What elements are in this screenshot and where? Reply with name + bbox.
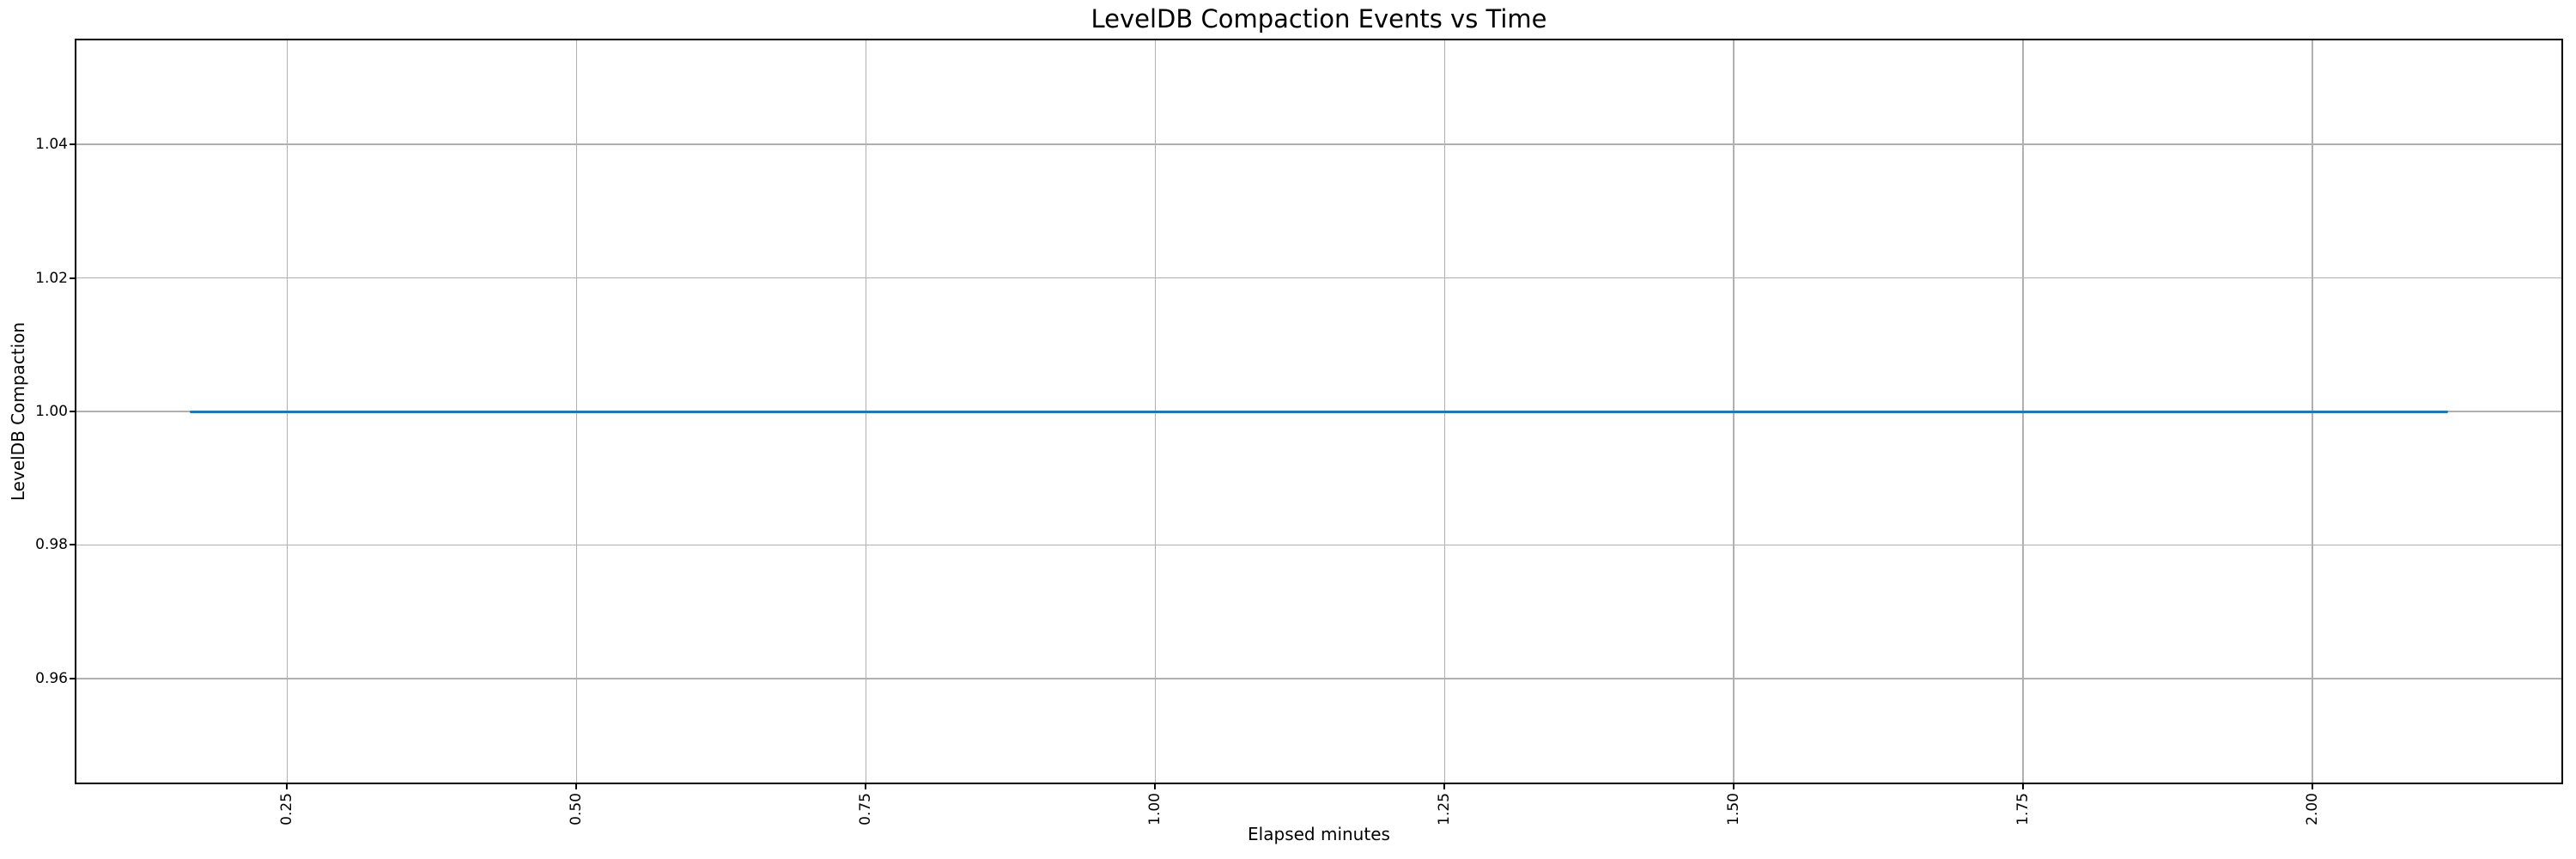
x-tick-label-text: 2.00 xyxy=(2304,793,2322,825)
y-tick-mark xyxy=(70,544,76,546)
y-tick-label: 1.02 xyxy=(35,269,68,287)
y-tick-label: 0.96 xyxy=(35,669,68,687)
x-tick-mark xyxy=(575,783,578,789)
x-tick-label-text: 1.25 xyxy=(1436,793,1454,825)
y-tick-mark xyxy=(70,143,76,146)
series-line xyxy=(190,410,2448,413)
x-axis-label: Elapsed minutes xyxy=(1248,824,1390,844)
plot-area: 0.25 0.50 0.75 1.00 1.25 1.50 1.75 2.00 0.96 0.98… xyxy=(35,39,2563,825)
x-tick-label-text: 1.50 xyxy=(1725,793,1743,825)
x-tick-mark xyxy=(865,783,867,789)
y-tick-label: 1.04 xyxy=(35,136,68,154)
chart-title: LevelDB Compaction Events vs Time xyxy=(1091,4,1547,34)
x-tick-mark xyxy=(286,783,289,789)
y-tick-mark xyxy=(70,277,76,279)
x-tick-mark xyxy=(1154,783,1157,789)
x-tick-mark xyxy=(1443,783,1446,789)
x-tick-label-text: 0.50 xyxy=(568,793,586,825)
y-axis-label: LevelDB Compaction xyxy=(8,321,28,502)
x-tick-label-text: 1.00 xyxy=(1146,793,1164,825)
y-gridline xyxy=(76,277,2561,279)
y-gridline xyxy=(76,143,2561,145)
y-gridline xyxy=(76,678,2561,679)
y-tick-label: 0.98 xyxy=(35,536,68,554)
x-tick-label-text: 1.75 xyxy=(2014,793,2032,825)
y-tick-label: 1.00 xyxy=(35,403,68,420)
x-tick-mark xyxy=(2022,783,2025,789)
y-tick-mark xyxy=(70,677,76,679)
x-tick-mark xyxy=(2312,783,2314,789)
y-gridline xyxy=(76,544,2561,546)
x-tick-mark xyxy=(1733,783,1735,789)
x-tick-label-text: 0.75 xyxy=(857,793,875,825)
x-tick-label-text: 0.25 xyxy=(278,793,296,825)
y-tick-mark xyxy=(70,411,76,412)
